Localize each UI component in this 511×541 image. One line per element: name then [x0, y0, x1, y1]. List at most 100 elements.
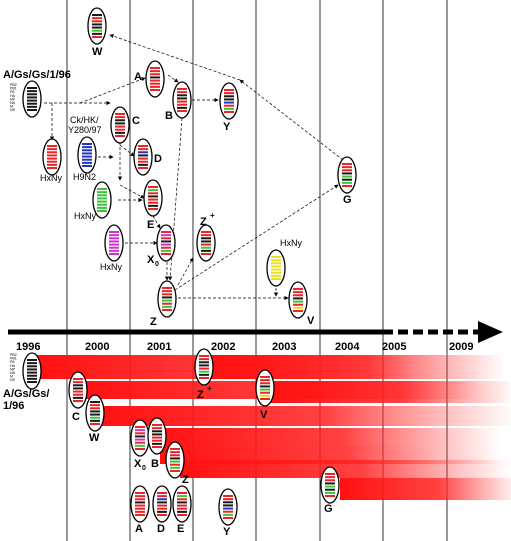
segment-tag: NS: [10, 108, 16, 112]
genotype-label-B-bottom: B: [151, 458, 159, 470]
segment-tag: PA: [10, 360, 15, 364]
oval-outline: [337, 156, 357, 194]
genotype-E-oval-bottom: [172, 485, 192, 523]
genotype-G-oval-bottom: [320, 466, 340, 504]
oval-outline: [92, 181, 112, 219]
persistence-bar: [205, 355, 505, 379]
h9n2-strain-label: Y280/97: [68, 125, 102, 135]
donor-hxny-yellow-oval: [266, 249, 286, 287]
genotype-label-Z-bottom: Z: [182, 474, 189, 486]
donor-label: HxNy: [74, 211, 96, 221]
genotype-label-G: G: [343, 194, 352, 206]
lineage-arrow: [177, 257, 194, 286]
persistence-bar: [265, 381, 511, 403]
year-label: 2004: [335, 341, 360, 353]
persistence-bar: [95, 406, 511, 426]
genotype-label-E: E: [147, 219, 154, 231]
oval-outline: [152, 485, 172, 523]
segment-tag: PB1: [10, 87, 17, 91]
donor-hxny-red-oval: [42, 138, 62, 176]
donor-label: HxNy: [40, 173, 62, 183]
genotype-D-oval: [133, 138, 153, 176]
genotype-label-C: C: [132, 115, 140, 127]
genotype-D-oval-bottom: [152, 485, 172, 523]
genotype-W-oval: [87, 7, 107, 45]
genotype-label-Z: Z: [150, 316, 157, 328]
time-axis-arrowhead: [478, 321, 503, 343]
oval-outline: [110, 106, 130, 144]
oval-outline: [156, 224, 176, 262]
segment-tag: NP: [10, 97, 16, 101]
genotype-E-oval: [143, 179, 163, 217]
oval-outline: [104, 224, 124, 262]
segment-tag: M: [10, 375, 13, 379]
h9n2-oval: [77, 136, 97, 174]
subscript-zero: 0: [142, 465, 146, 472]
genotype-C-oval-bottom: [68, 371, 88, 409]
superscript-plus: +: [207, 384, 212, 393]
oval-outline: [85, 394, 105, 432]
genotype-X0-oval: [156, 224, 176, 262]
origin-oval: [22, 80, 42, 118]
origin-label: A/Gs/Gs/1/96: [3, 69, 71, 81]
oval-outline: [130, 419, 150, 457]
genotype-C-oval: [110, 106, 130, 144]
genotype-Z-oval: [157, 280, 177, 318]
oval-outline: [218, 488, 238, 526]
persistence-bars: [35, 355, 511, 500]
segment-tag: HA: [10, 94, 16, 98]
subscript-zero: 0: [155, 261, 159, 268]
oval-outline: [133, 138, 153, 176]
year-label: 2009: [449, 341, 473, 353]
genotype-label-V: V: [307, 315, 315, 327]
segment-tag: M: [10, 105, 13, 109]
donor-hxny-green-oval: [92, 181, 112, 219]
oval-outline: [130, 485, 150, 523]
oval-outline: [145, 60, 165, 98]
genotype-A-oval-bottom: [130, 485, 150, 523]
persistence-bar: [180, 460, 510, 478]
genotype-Zplus-oval: [196, 224, 216, 262]
genotype-label-D: D: [154, 153, 162, 165]
genotype-label-Y: Y: [223, 121, 231, 133]
year-label: 2001: [147, 341, 171, 353]
oval-outline: [22, 80, 42, 118]
segment-tag: NA: [10, 101, 16, 105]
segment-tag: PB1: [10, 357, 17, 361]
segment-tag: PB2: [10, 353, 17, 357]
diagram-labels: 1996 2000 2001 2002 2003 2004 2005 2009 A/Gs/Gs/…: [3, 46, 473, 538]
persistence-bar: [340, 478, 511, 500]
oval-outline: [147, 417, 167, 455]
genotype-label-E-bottom: E: [177, 523, 184, 535]
superscript-plus: +: [210, 211, 215, 220]
genotype-label-W: W: [92, 46, 103, 58]
genotype-Z-oval-bottom: [165, 441, 185, 479]
persistence-bar: [160, 446, 500, 464]
segment-tag: NS: [10, 378, 16, 382]
donor-label: HxNy: [100, 262, 122, 272]
segment-tag: PB2: [10, 83, 17, 87]
oval-outline: [68, 371, 88, 409]
genotype-B-oval: [172, 81, 192, 119]
genotype-W-oval-bottom: [85, 394, 105, 432]
oval-outline: [194, 348, 214, 386]
segment-tag: HA: [10, 364, 16, 368]
lineage-arrow: [239, 79, 344, 161]
year-label: 1996: [16, 341, 40, 353]
genotype-Zplus-oval-bottom: [194, 348, 214, 386]
year-label: 2000: [85, 341, 109, 353]
oval-outline: [172, 81, 192, 119]
genotype-label-W-bottom: W: [89, 432, 100, 444]
genotype-label-V-bottom: V: [260, 409, 268, 421]
oval-outline: [42, 138, 62, 176]
year-label: 2003: [272, 341, 296, 353]
oval-outline: [77, 136, 97, 174]
lineage-arrow: [119, 144, 135, 157]
lineage-arrow: [119, 184, 145, 199]
origin-label-lower: A/Gs/Gs/: [3, 388, 49, 400]
genotype-label-Zplus: Z: [200, 216, 207, 228]
oval-outline: [157, 280, 177, 318]
genotype-label-A: A: [134, 71, 142, 83]
origin-oval-bottom: [22, 352, 42, 390]
h9n2-subtype-label: H9N2: [73, 172, 96, 182]
